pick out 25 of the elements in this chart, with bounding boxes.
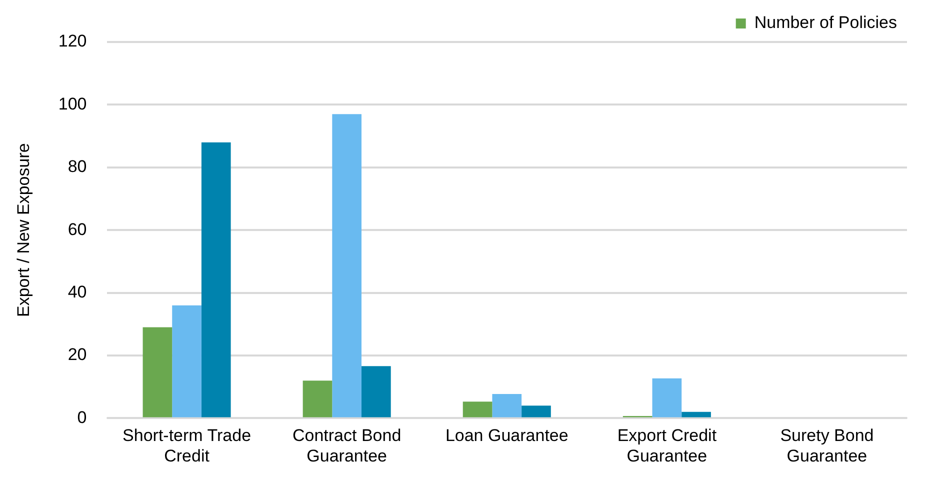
bar [362,366,391,418]
bar [522,406,551,418]
bar [172,305,202,418]
x-tick-label: Export Credit Guarantee [617,426,717,466]
x-tick-label: Short-term Trade Credit [122,426,252,466]
x-tick-label: Loan Guarantee [445,426,568,446]
y-tick-label: 40 [68,282,87,302]
y-tick-label: 80 [68,157,87,176]
legend-label: Number of Policies [754,13,898,32]
x-tick-label: Contract Bond Guarantee [292,426,402,466]
bar [492,394,522,418]
bar [142,327,172,418]
bar [332,114,362,418]
y-tick-label: 20 [68,345,87,364]
bar [682,412,711,418]
bar [652,378,682,418]
y-tick-label: 60 [68,220,87,239]
y-axis-title: Export / New Exposure [14,143,33,318]
bar [462,402,492,418]
y-tick-label: 120 [58,32,87,51]
y-tick-label: 100 [58,94,87,114]
bar [201,142,231,418]
y-tick-label: 0 [77,408,87,427]
bar [302,380,332,418]
x-tick-label: Surety Bond Guarantee [780,426,874,466]
